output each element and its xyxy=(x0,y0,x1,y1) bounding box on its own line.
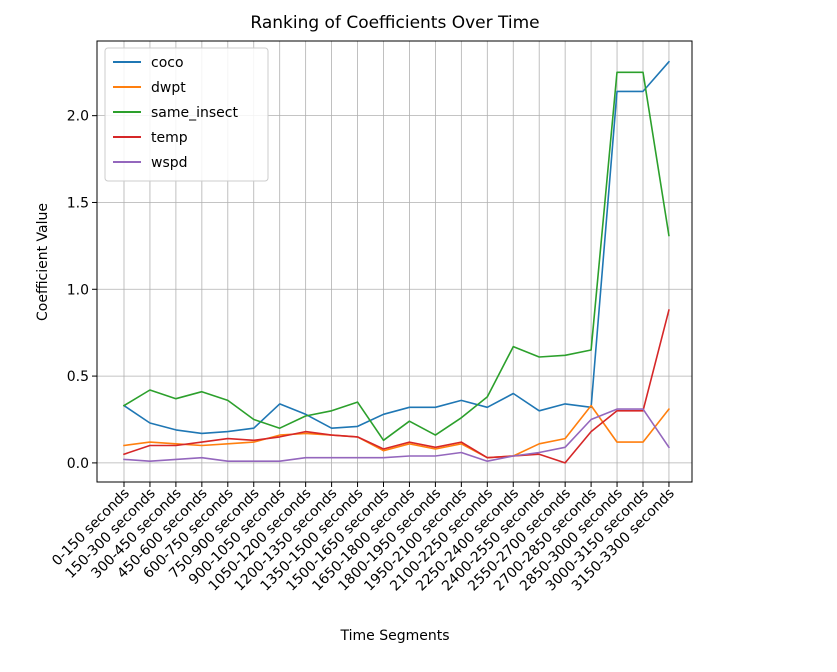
y-tick-label: 1.5 xyxy=(67,195,89,211)
legend-label: dwpt xyxy=(151,80,186,96)
chart-title: Ranking of Coefficients Over Time xyxy=(250,13,539,33)
series-line-same-insect xyxy=(122,71,670,442)
y-tick-label: 0.5 xyxy=(67,369,89,385)
y-tick-label: 0.0 xyxy=(67,456,89,472)
legend-label: wspd xyxy=(151,155,188,171)
y-tick-label: 2.0 xyxy=(67,109,89,125)
series-line-wspd xyxy=(123,408,671,463)
y-axis-label: Coefficient Value xyxy=(35,203,51,321)
axes-frame xyxy=(96,40,693,483)
legend-label: same_insect xyxy=(151,105,238,121)
y-axis-ticks: 0.0 0.5 1.0 1.5 2.0 xyxy=(67,109,97,472)
legend-box xyxy=(104,47,269,182)
series-line-temp xyxy=(122,309,670,464)
y-tick-label: 1.0 xyxy=(67,282,89,298)
x-axis-label: Time Segments xyxy=(339,628,449,644)
series-lines xyxy=(122,60,671,464)
legend-label: coco xyxy=(151,55,184,71)
series-line-dwpt xyxy=(123,404,671,459)
legend-label: temp xyxy=(151,130,188,146)
series-line-coco xyxy=(122,60,671,435)
